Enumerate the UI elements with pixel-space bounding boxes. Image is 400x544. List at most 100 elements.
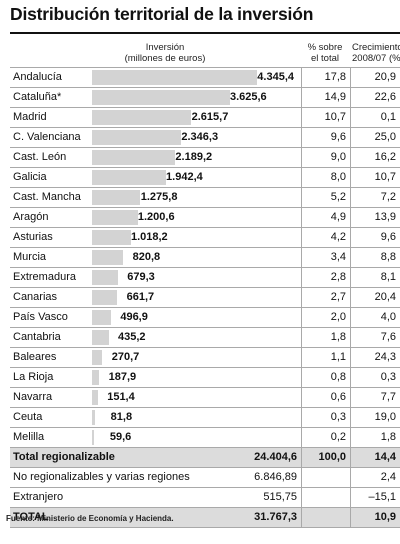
bar-18 — [92, 430, 95, 445]
header-percent: % sobre el total — [300, 42, 350, 64]
bar-16 — [92, 390, 98, 405]
table-row: Asturias 1.018,2 4,2 9,6 — [10, 227, 400, 247]
region-label: País Vasco — [13, 311, 68, 323]
growth-value: 0,3 — [380, 371, 396, 383]
investment-value: 820,8 — [132, 251, 161, 263]
growth-value: 10,7 — [374, 171, 396, 183]
header-percent-sub: el total — [311, 53, 339, 64]
investment-value: 187,9 — [108, 371, 137, 383]
region-label: Cataluña* — [13, 91, 62, 103]
header-growth-label: Crecimiento — [352, 42, 400, 53]
percent-value: 17,8 — [324, 71, 346, 83]
summary-percent — [304, 508, 346, 527]
investment-value: 661,7 — [126, 291, 155, 303]
table-row: Extremadura 679,3 2,8 8,1 — [10, 267, 400, 287]
region-label: Galicia — [13, 171, 47, 183]
growth-value: 0,1 — [380, 111, 396, 123]
growth-value: 4,0 — [380, 311, 396, 323]
region-label: Andalucía — [13, 71, 62, 83]
investment-value: 1.200,6 — [137, 211, 175, 223]
growth-value: 13,9 — [374, 211, 396, 223]
investment-value: 3.625,6 — [229, 91, 267, 103]
growth-value: 8,8 — [380, 251, 396, 263]
region-label: Cast. León — [13, 151, 67, 163]
growth-value: 8,1 — [380, 271, 396, 283]
table-row: Madrid 2.615,7 10,7 0,1 — [10, 107, 400, 127]
percent-value: 0,8 — [330, 371, 346, 383]
percent-value: 1,1 — [330, 351, 346, 363]
percent-value: 4,9 — [330, 211, 346, 223]
header-inversion-unit: (millones de euros) — [124, 53, 206, 64]
table-row: País Vasco 496,9 2,0 4,0 — [10, 307, 400, 327]
summary-label: TOTAL — [13, 511, 49, 523]
source-note: Fuente: Ministerio de Economía y Haciend… — [6, 514, 174, 523]
percent-value: 2,7 — [330, 291, 346, 303]
growth-value: 22,6 — [374, 91, 396, 103]
summary-row: TOTAL 31.767,3 10,9 — [10, 507, 400, 528]
region-label: Aragón — [13, 211, 49, 223]
bar-11 — [92, 290, 118, 305]
bar-4 — [92, 150, 176, 165]
summary-row: Extranjero 515,75 –15,1 — [10, 487, 400, 507]
growth-value: 9,6 — [380, 231, 396, 243]
summary-percent — [304, 468, 346, 487]
investment-value: 1.018,2 — [130, 231, 168, 243]
investment-value: 2.615,7 — [191, 111, 229, 123]
investment-value: 1.942,4 — [166, 171, 203, 183]
table-row: Melilla 59,6 0,2 1,8 — [10, 427, 400, 447]
region-label: La Rioja — [13, 371, 54, 383]
summary-label: Total regionalizable — [13, 451, 115, 463]
region-label: Melilla — [13, 431, 45, 443]
table-row: Cast. Mancha 1.275,8 5,2 7,2 — [10, 187, 400, 207]
growth-value: 16,2 — [374, 151, 396, 163]
header-growth: Crecimiento 2008/07 (% — [352, 42, 400, 64]
growth-value: 7,6 — [380, 331, 396, 343]
growth-value: 20,9 — [374, 71, 396, 83]
percent-value: 1,8 — [330, 331, 346, 343]
bar-17 — [92, 410, 96, 425]
investment-value: 496,9 — [120, 311, 148, 323]
percent-value: 0,3 — [330, 411, 346, 423]
region-label: Navarra — [13, 391, 53, 403]
investment-value: 270,7 — [111, 351, 140, 363]
growth-value: 25,0 — [374, 131, 396, 143]
header-percent-label: % sobre — [307, 42, 343, 53]
region-label: Cast. Mancha — [13, 191, 81, 203]
bar-5 — [92, 170, 166, 185]
summary-label: Extranjero — [13, 491, 64, 503]
investment-value: 81,8 — [110, 411, 133, 423]
investment-value: 435,2 — [117, 331, 146, 343]
percent-value: 10,7 — [324, 111, 346, 123]
investment-table: Andalucía 4.345,4 17,8 20,9 Cataluña* 3.625,6… — [10, 67, 400, 528]
column-divider-growth — [350, 67, 351, 528]
summary-growth: –15,1 — [368, 491, 396, 503]
bar-7 — [92, 210, 138, 225]
growth-value: 20,4 — [374, 291, 396, 303]
table-row: La Rioja 187,9 0,8 0,3 — [10, 367, 400, 387]
summary-growth: 2,4 — [380, 471, 396, 483]
table-row: Baleares 270,7 1,1 24,3 — [10, 347, 400, 367]
percent-value: 0,6 — [330, 391, 346, 403]
percent-value: 2,0 — [330, 311, 346, 323]
percent-value: 0,2 — [330, 431, 346, 443]
region-label: Madrid — [13, 111, 47, 123]
table-row: Cataluña* 3.625,6 14,9 22,6 — [10, 87, 400, 107]
bar-15 — [92, 370, 100, 385]
table-row: Murcia 820,8 3,4 8,8 — [10, 247, 400, 267]
summary-growth: 14,4 — [374, 451, 396, 463]
bar-3 — [92, 130, 182, 145]
percent-value: 5,2 — [330, 191, 346, 203]
growth-value: 7,2 — [380, 191, 396, 203]
bar-0 — [92, 70, 257, 85]
header-inversion: Inversión (millones de euros) — [100, 42, 230, 64]
summary-investment: 515,75 — [263, 491, 297, 503]
region-label: Murcia — [13, 251, 47, 263]
summary-investment: 31.767,3 — [254, 511, 297, 523]
investment-value: 2.346,3 — [181, 131, 219, 143]
summary-investment: 24.404,6 — [254, 451, 297, 463]
summary-label: No regionalizables y varias regiones — [13, 471, 190, 483]
percent-value: 9,6 — [330, 131, 346, 143]
bar-1 — [92, 90, 230, 105]
percent-value: 4,2 — [330, 231, 346, 243]
growth-value: 1,8 — [380, 431, 396, 443]
